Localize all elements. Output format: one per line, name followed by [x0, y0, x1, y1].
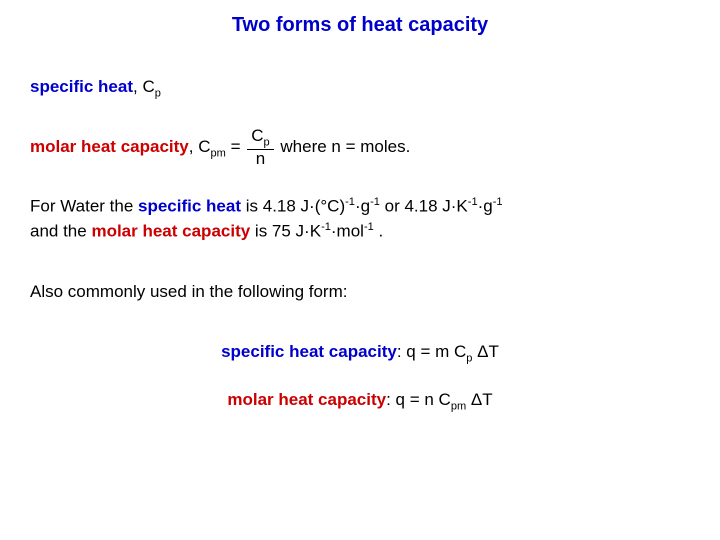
superscript: -1	[364, 221, 374, 233]
term-specific-heat: specific heat	[138, 197, 241, 216]
text: where n = moles.	[276, 137, 411, 156]
text: ΔT	[472, 342, 498, 361]
term-specific-heat: specific heat	[30, 77, 133, 96]
equation-molar: molar heat capacity: q = n Cpm ΔT	[30, 390, 690, 412]
text: or 4.18 J·K	[380, 197, 468, 216]
text: is 4.18 J·(°C)	[241, 197, 345, 216]
slide: Two forms of heat capacity specific heat…	[0, 0, 720, 540]
line-water-specific: For Water the specific heat is 4.18 J·(°…	[30, 196, 690, 217]
label-molar-heat-capacity: molar heat capacity	[227, 390, 386, 409]
subscript: p	[264, 137, 270, 149]
text: =	[226, 137, 245, 156]
text: ·g	[355, 197, 370, 216]
subscript: p	[155, 87, 161, 99]
superscript: -1	[493, 196, 503, 208]
page-title: Two forms of heat capacity	[30, 14, 690, 37]
label-specific-heat-capacity: specific heat capacity	[221, 342, 397, 361]
superscript: -1	[321, 221, 331, 233]
superscript: -1	[370, 196, 380, 208]
text: , C	[133, 77, 155, 96]
line-water-molar: and the molar heat capacity is 75 J·K-1·…	[30, 221, 690, 242]
subscript: pm	[451, 400, 466, 412]
text: ·mol	[331, 222, 364, 241]
text: , C	[189, 137, 211, 156]
denominator: n	[247, 150, 273, 168]
line-also-used: Also commonly used in the following form…	[30, 282, 690, 302]
superscript: -1	[468, 196, 478, 208]
text: : q = m C	[397, 342, 466, 361]
text: is 75 J·K	[250, 222, 321, 241]
text: ·g	[478, 197, 493, 216]
superscript: -1	[345, 196, 355, 208]
fraction: Cpn	[247, 127, 273, 168]
numerator: C	[251, 126, 263, 145]
subscript: pm	[210, 148, 225, 160]
text: : q = n C	[386, 390, 451, 409]
term-molar-heat: molar heat capacity	[30, 137, 189, 156]
line-specific-heat: specific heat, Cp	[30, 77, 690, 99]
text: and the	[30, 222, 91, 241]
equation-specific: specific heat capacity: q = m Cp ΔT	[30, 342, 690, 364]
line-molar-heat: molar heat capacity, Cpm = Cpn where n =…	[30, 127, 690, 168]
term-molar-heat: molar heat capacity	[91, 222, 250, 241]
text: ΔT	[466, 390, 492, 409]
text: .	[374, 222, 383, 241]
text: For Water the	[30, 197, 138, 216]
